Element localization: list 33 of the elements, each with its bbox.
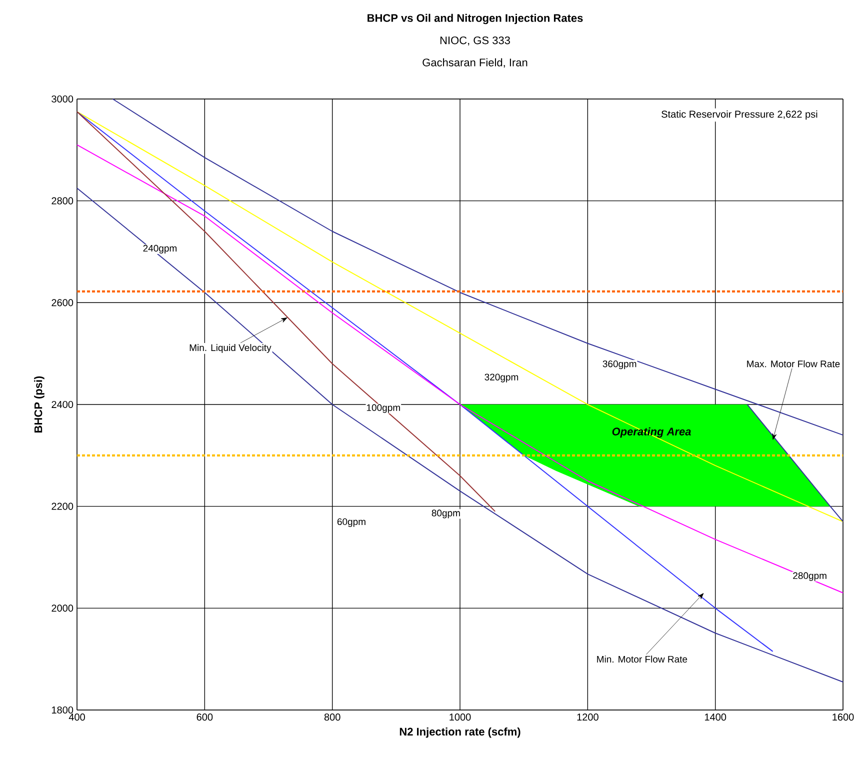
annotation: 240gpm (143, 244, 177, 254)
annotation: 80gpm (432, 510, 460, 518)
y-tick-label: 1800 (52, 706, 74, 714)
annotation: 320gpm (484, 374, 518, 382)
chart-title: BHCP vs Oil and Nitrogen Injection Rates (368, 14, 583, 24)
y-tick-label: 2200 (52, 502, 74, 510)
y-tick-label: 2000 (52, 604, 74, 612)
line-series (112, 98, 844, 436)
y-axis-title: BHCP (psi) (34, 376, 44, 432)
x-tick-label: 400 (68, 714, 85, 721)
x-tick-label: 1400 (704, 714, 726, 721)
x-tick-label: 600 (196, 714, 213, 721)
y-tick-label: 3000 (52, 95, 74, 103)
annotation: Max. Motor Flow Rate (747, 360, 840, 368)
x-tick-label: 800 (324, 714, 340, 721)
y-tick-label: 2600 (52, 299, 74, 306)
text: Gachsaran Field, Iran (422, 58, 528, 68)
annotation: 360gpm (602, 360, 636, 370)
x-axis-title: N2 Injection rate (scfm) (400, 727, 520, 738)
annotation: Static Reservoir Pressure 2,622 psi (662, 110, 818, 120)
x-tick-label: 1600 (832, 714, 854, 721)
annotation: 100gpm (366, 404, 400, 413)
annotation: Min. Motor Flow Rate (597, 656, 688, 663)
y-tick-label: 2400 (52, 400, 74, 408)
annotation: 280gpm (793, 572, 826, 581)
annotation: Min. Liquid Velocity (190, 344, 272, 353)
chart-subtitle: NIOC, GS 333 (440, 36, 510, 46)
annotation: 60gpm (337, 518, 366, 527)
line-series (76, 188, 844, 682)
x-tick-label: 1200 (577, 714, 598, 721)
x-tick-label: 1000 (450, 714, 471, 721)
y-tick-label: 2800 (52, 197, 74, 204)
line-series (76, 144, 844, 594)
